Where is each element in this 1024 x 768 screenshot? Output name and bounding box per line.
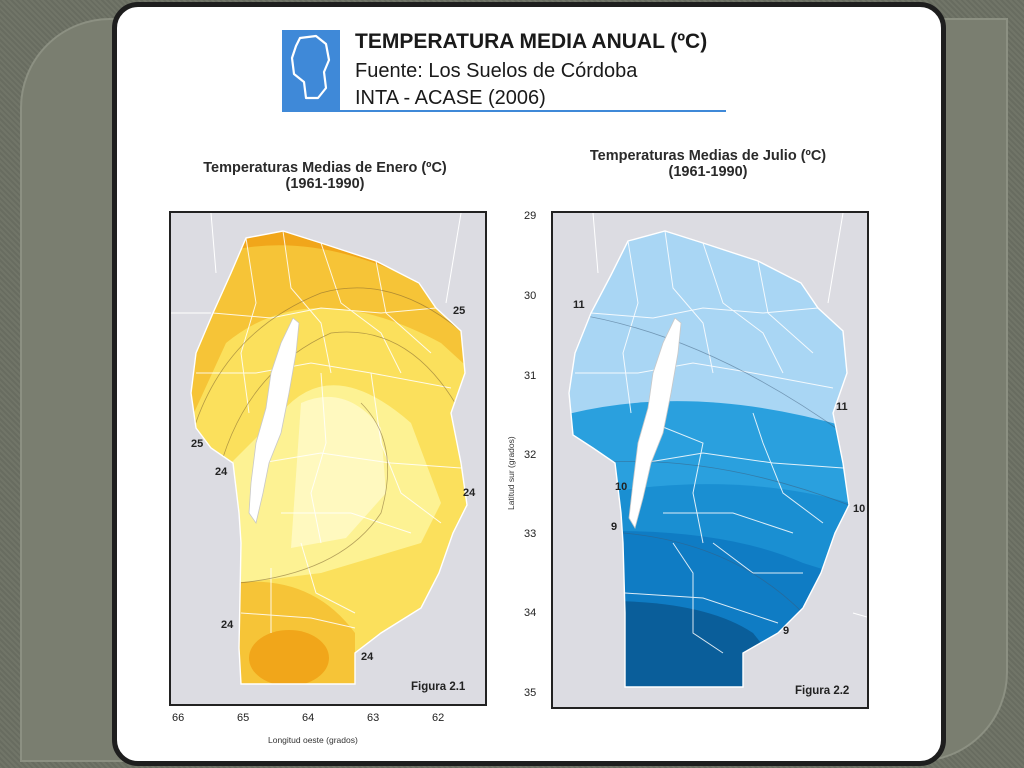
map-title-july-line2: (1961-1990): [668, 164, 748, 180]
y-axis-tick: 31: [524, 370, 537, 382]
y-axis-tick: 35: [524, 687, 537, 699]
contour-label: 24: [221, 619, 234, 631]
x-axis-tick: 64: [302, 712, 315, 724]
contour-label: 25: [191, 438, 204, 450]
x-axis-tick: 66: [172, 712, 185, 724]
contour-label: 10: [853, 503, 866, 515]
x-axis-tick: 62: [432, 712, 445, 724]
map-title-january-line2: (1961-1990): [285, 176, 365, 192]
contour-label: 9: [611, 521, 618, 533]
figure-label-january: Figura 2.1: [411, 681, 466, 693]
header-underline: [282, 110, 726, 112]
y-axis-tick: 32: [524, 449, 537, 461]
lake-mar-chiquita: [248, 317, 300, 524]
header-source: Fuente: Los Suelos de Córdoba: [355, 60, 638, 82]
map-title-july-line1: Temperaturas Medias de Julio (ºC): [589, 148, 827, 164]
contour-label: 24: [361, 651, 374, 663]
contour-label: 24: [463, 487, 476, 499]
map-title-july: Temperaturas Medias de Julio (ºC) (1961-…: [555, 148, 861, 180]
july-map-graphic: [568, 213, 867, 688]
x-axis-title: Longitud oeste (grados): [268, 735, 358, 745]
contour-label: 11: [836, 401, 848, 413]
x-axis-tick: 65: [237, 712, 250, 724]
july-temperature-map: 11 11 10 10 9 9 Figura 2.2: [551, 211, 869, 709]
lake-mar-chiquita: [628, 317, 682, 530]
contour-label: 25: [453, 305, 466, 317]
cordoba-province-logo: [282, 30, 340, 110]
january-map-graphic: [171, 213, 468, 685]
map-title-january: Temperaturas Medias de Enero (ºC) (1961-…: [172, 160, 478, 192]
header-title: TEMPERATURA MEDIA ANUAL (ºC): [355, 30, 708, 53]
y-axis-tick: 29: [524, 210, 537, 222]
contour-label: 9: [783, 625, 790, 637]
y-axis-title: Latitud sur (grados): [506, 436, 516, 510]
contour-label: 10: [615, 481, 628, 493]
figure-label-july: Figura 2.2: [795, 685, 850, 697]
y-axis-tick: 34: [524, 607, 537, 619]
y-axis-tick: 30: [524, 290, 537, 302]
x-axis-tick: 63: [367, 712, 380, 724]
contour-label: 24: [215, 466, 228, 478]
january-temperature-map: 25 25 24 24 24 24 Figura 2.1: [169, 211, 487, 706]
header-organization: INTA - ACASE (2006): [355, 87, 546, 109]
contour-label: 11: [573, 299, 585, 311]
y-axis-tick: 33: [524, 528, 537, 540]
map-title-january-line1: Temperaturas Medias de Enero (ºC): [203, 160, 447, 176]
